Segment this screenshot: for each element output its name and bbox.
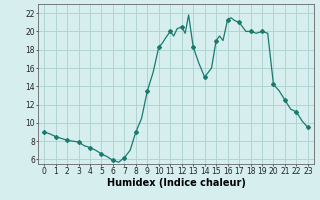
- X-axis label: Humidex (Indice chaleur): Humidex (Indice chaleur): [107, 178, 245, 188]
